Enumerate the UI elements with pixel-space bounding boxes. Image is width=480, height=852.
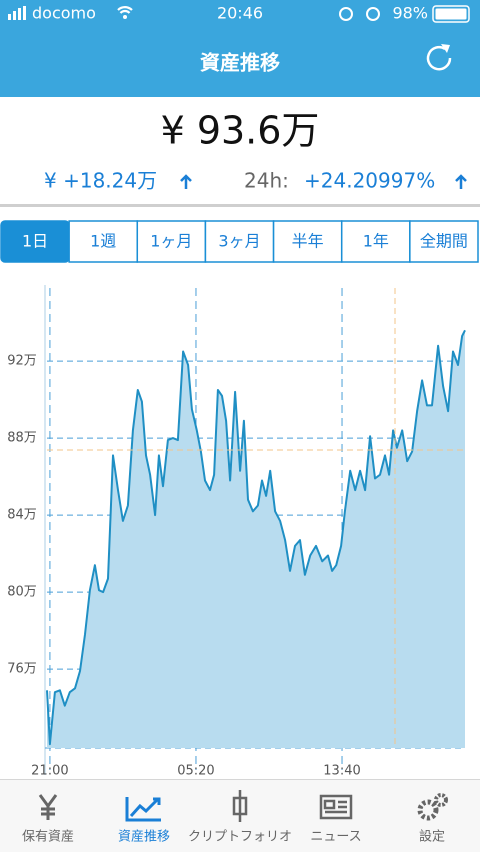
up-arrow [455, 174, 467, 189]
y-tick-label: 88万 [7, 431, 37, 446]
tab-label: 全期間 [420, 232, 468, 251]
x-tick-label: 05:20 [177, 764, 214, 779]
tab[interactable]: 1週 [68, 220, 139, 263]
tab-label: 1ヶ月 [150, 232, 192, 251]
wifi-icon [117, 6, 133, 14]
battery-level [435, 8, 467, 20]
x-tick-label: 21:00 [31, 764, 68, 779]
period-tabs: 1日 1週 1ヶ月 3ヶ月 半年 1年 全期間 [0, 220, 479, 263]
tab-label: 1週 [90, 232, 116, 251]
refresh-button[interactable] [426, 44, 452, 71]
nav-label: 保有資産 [22, 829, 74, 845]
tab-box [204, 220, 275, 263]
nav-label: クリプトフォリオ [188, 830, 292, 845]
x-tick-label: 13:40 [323, 764, 360, 779]
wifi-dot [123, 15, 127, 19]
y-tick-label: 92万 [7, 354, 37, 369]
divider [0, 204, 480, 207]
change-24h-value: +24.20997% [304, 169, 435, 193]
nav-item[interactable]: クリプトフォリオ [188, 790, 292, 845]
tab-label: 半年 [292, 232, 324, 251]
nav-icon [125, 797, 161, 822]
y-tick-label: 76万 [7, 662, 37, 677]
nav-label: 資産推移 [118, 829, 170, 845]
nav-item[interactable]: 保有資産 [22, 794, 74, 845]
up-arrow [180, 174, 192, 189]
total-value: ¥ 93.6万 [161, 109, 320, 153]
nav-item[interactable]: 設定 [417, 793, 448, 845]
tab[interactable]: 半年 [272, 220, 343, 263]
carrier: docomo [32, 4, 96, 23]
alarm-icon [366, 7, 380, 21]
clock: 20:46 [217, 4, 263, 23]
tab-label: 1年 [363, 232, 389, 251]
tab[interactable]: 1年 [340, 220, 411, 263]
change-24h-label: 24h: [244, 169, 289, 193]
signal-icon [8, 6, 26, 20]
battery-icon [432, 5, 470, 23]
tab-label: 1日 [22, 232, 48, 251]
y-tick-label: 84万 [7, 508, 37, 523]
tab-box [272, 220, 343, 263]
chart: 76万 80万 84万 88万 92万 21:00 05:20 13:40 [7, 285, 466, 779]
line [46, 329, 466, 746]
tab[interactable]: 3ヶ月 [204, 220, 275, 263]
nav-item[interactable]: ニュース [310, 794, 362, 845]
nav-icon [417, 799, 439, 821]
nav-icon [38, 794, 58, 820]
nav-icon [319, 794, 353, 820]
nav-icon [232, 790, 248, 822]
nav-label: 設定 [419, 829, 445, 845]
tab-box [68, 220, 139, 263]
nav-icon [434, 793, 448, 807]
tab-box [136, 220, 207, 263]
header-title: 資産推移 [200, 51, 280, 75]
nav-items: 保有資産 資産推移 クリプトフォリオ ニュース 設定 [22, 790, 448, 845]
nav-label: ニュース [310, 830, 361, 845]
y-tick-label: 80万 [7, 585, 37, 600]
tab[interactable]: 1日 [0, 220, 70, 263]
lock-icon [339, 7, 353, 21]
area-fill [47, 330, 465, 748]
battery-percent: 98% [392, 4, 428, 23]
tab-box [409, 220, 479, 263]
top-bar [0, 0, 480, 97]
tab[interactable]: 1ヶ月 [136, 220, 207, 263]
tab[interactable]: 全期間 [409, 220, 479, 263]
tab-label: 3ヶ月 [218, 232, 260, 251]
nav-item[interactable]: 資産推移 [118, 797, 170, 845]
change-value: ¥ +18.24万 [44, 169, 157, 193]
